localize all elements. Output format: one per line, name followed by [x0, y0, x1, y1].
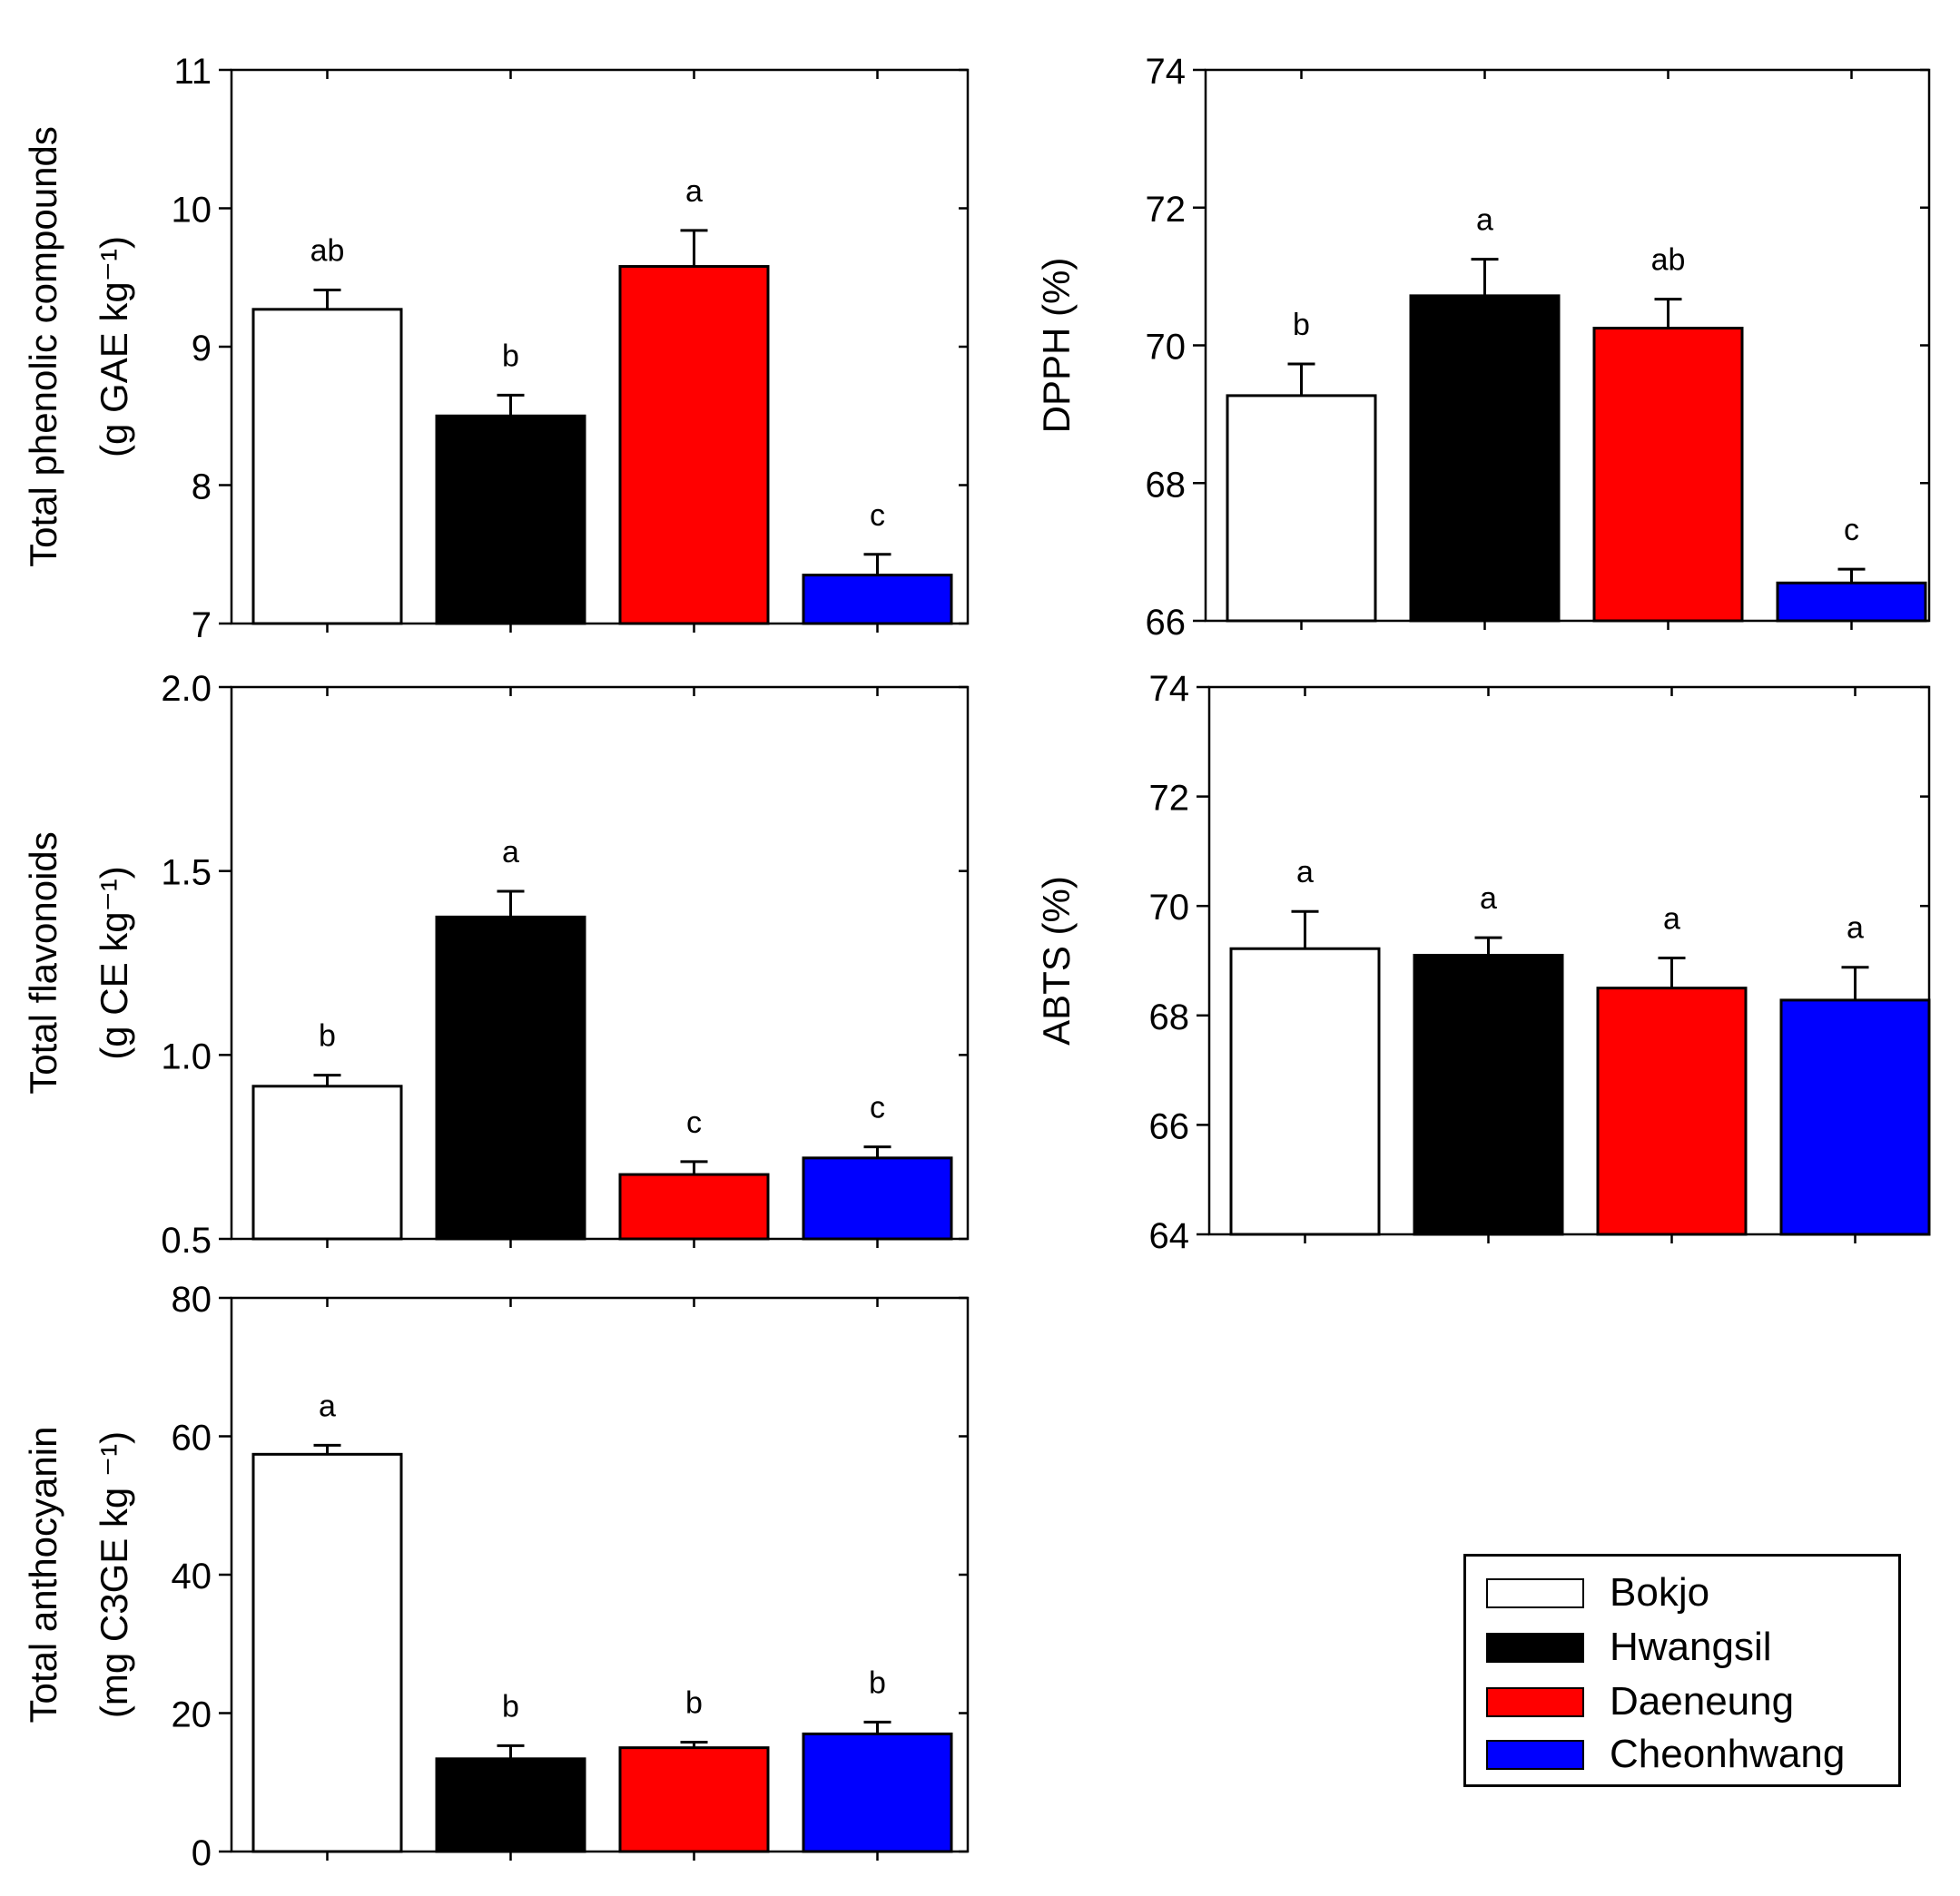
flavonoids-ytick-label: 1.5: [161, 853, 212, 893]
flavonoids-bar-daeneung: [618, 1173, 770, 1241]
abts-bar-cheonhwang: [1779, 998, 1931, 1236]
abts-panel: 64 66 68 70 72 74 a a a a ABTS (%): [1035, 669, 1931, 1256]
flavonoids-bar-bokjo: [251, 1085, 403, 1241]
phenolic-ylabel: (g GAE kg⁻¹): [93, 236, 135, 457]
anthocyanin-letter-bokjo: a: [319, 1389, 336, 1423]
anthocyanin-ylabel: Total anthocyanin: [22, 1427, 64, 1724]
flavonoids-bar-hwangsil: [435, 915, 586, 1241]
flavonoids-frame: [230, 685, 970, 1241]
anthocyanin-ytick-label: 80: [172, 1280, 212, 1320]
phenolic-ytick-label: 7: [192, 605, 212, 645]
dpph-ytick-label: 70: [1146, 328, 1187, 368]
abts-bar-bokjo: [1229, 947, 1381, 1236]
phenolic-bar-cheonhwang: [802, 574, 953, 625]
dpph-bar-hwangsil: [1409, 294, 1561, 623]
flavonoids-ytick-label: 2.0: [161, 669, 212, 709]
flavonoids-ytick-label: 1.0: [161, 1036, 212, 1076]
legend-label-cheonhwang: Cheonhwang: [1610, 1732, 1846, 1776]
phenolic-ytick-label: 10: [172, 191, 212, 231]
flavonoids-letter-daeneung: c: [686, 1105, 702, 1140]
anthocyanin-letter-hwangsil: b: [502, 1689, 519, 1724]
flavonoids-panel: 0.5 1.0 1.5 2.0 b a c c Total flavonoids (g CE kg…: [22, 669, 970, 1261]
anthocyanin-bar-daeneung: [618, 1746, 770, 1853]
abts-ytick-label: 64: [1149, 1216, 1190, 1256]
abts-ytick-label: 70: [1149, 888, 1190, 928]
abts-letter-bokjo: a: [1296, 855, 1314, 889]
phenolic-letter-hwangsil: b: [502, 339, 519, 373]
dpph-letter-daeneung: ab: [1651, 243, 1686, 278]
legend-item-hwangsil: Hwangsil: [1486, 1625, 1772, 1669]
anthocyanin-bar-cheonhwang: [802, 1732, 953, 1853]
legend-swatch-cheonhwang: [1486, 1739, 1584, 1770]
phenolic-ytick-label: 11: [173, 52, 212, 92]
legend-item-cheonhwang: Cheonhwang: [1486, 1732, 1846, 1776]
phenolic-letter-cheonhwang: c: [870, 498, 885, 533]
dpph-ytick-label: 74: [1146, 52, 1187, 92]
phenolic-panel: 7 8 9 10 11 ab b a c Total phenolic compounds (g G…: [22, 52, 970, 645]
abts-letter-cheonhwang: a: [1847, 911, 1864, 946]
dpph-ytick-label: 72: [1146, 190, 1187, 230]
dpph-bar-bokjo: [1226, 394, 1377, 623]
flavonoids-ytick-label: 0.5: [161, 1221, 212, 1261]
dpph-letter-hwangsil: a: [1476, 203, 1493, 238]
legend-swatch-hwangsil: [1486, 1632, 1584, 1663]
dpph-ytick-label: 66: [1146, 603, 1187, 643]
phenolic-bar-hwangsil: [435, 414, 586, 625]
dpph-ytick-label: 68: [1146, 465, 1187, 505]
legend: Bokjo Hwangsil Daeneung Cheonhwang: [1463, 1554, 1901, 1787]
abts-ytick-label: 66: [1149, 1106, 1190, 1146]
abts-letter-hwangsil: a: [1480, 881, 1497, 916]
abts-bar-daeneung: [1596, 987, 1748, 1236]
dpph-panel: 66 68 70 72 74 b a ab c DPPH (%): [1035, 52, 1931, 643]
dpph-letter-cheonhwang: c: [1844, 513, 1859, 547]
legend-item-daeneung: Daeneung: [1486, 1679, 1795, 1724]
abts-letter-daeneung: a: [1663, 901, 1680, 936]
anthocyanin-ylabel: (mg C3GE kg ⁻¹): [93, 1431, 135, 1718]
anthocyanin-ytick-label: 0: [192, 1833, 212, 1873]
flavonoids-ylabel: (g CE kg⁻¹): [93, 866, 135, 1060]
phenolic-ylabel: Total phenolic compounds: [22, 126, 64, 567]
anthocyanin-bar-hwangsil: [435, 1757, 586, 1853]
flavonoids-ylabel: Total flavonoids: [22, 831, 64, 1095]
phenolic-bar-bokjo: [251, 308, 403, 625]
abts-bar-hwangsil: [1413, 953, 1564, 1236]
dpph-bar-cheonhwang: [1776, 581, 1927, 623]
abts-ytick-label: 68: [1149, 997, 1190, 1037]
legend-label-hwangsil: Hwangsil: [1610, 1625, 1772, 1669]
phenolic-ytick-label: 9: [192, 329, 212, 368]
legend-swatch-bokjo: [1486, 1577, 1584, 1608]
anthocyanin-ytick-label: 20: [172, 1695, 212, 1735]
flavonoids-letter-hwangsil: a: [502, 835, 519, 869]
abts-ylabel: ABTS (%): [1035, 876, 1078, 1046]
flavonoids-bar-cheonhwang: [802, 1156, 953, 1241]
dpph-letter-bokjo: b: [1293, 308, 1310, 342]
abts-frame: [1207, 685, 1931, 1236]
phenolic-bar-daeneung: [618, 265, 770, 625]
legend-item-bokjo: Bokjo: [1486, 1570, 1710, 1615]
anthocyanin-ytick-label: 40: [172, 1557, 212, 1596]
phenolic-letter-daeneung: a: [685, 174, 703, 209]
anthocyanin-ytick-label: 60: [172, 1419, 212, 1459]
anthocyanin-letter-daeneung: b: [685, 1686, 703, 1721]
dpph-bar-daeneung: [1592, 327, 1744, 623]
dpph-ylabel: DPPH (%): [1035, 258, 1078, 434]
legend-swatch-daeneung: [1486, 1686, 1584, 1717]
abts-ytick-label: 72: [1149, 779, 1190, 819]
phenolic-ytick-label: 8: [192, 467, 212, 507]
flavonoids-letter-cheonhwang: c: [870, 1091, 885, 1125]
abts-ytick-label: 74: [1149, 669, 1190, 709]
anthocyanin-bar-bokjo: [251, 1452, 403, 1853]
phenolic-letter-bokjo: ab: [310, 233, 345, 268]
anthocyanin-letter-cheonhwang: b: [869, 1665, 886, 1700]
legend-label-daeneung: Daeneung: [1610, 1679, 1795, 1724]
flavonoids-letter-bokjo: b: [319, 1019, 336, 1054]
anthocyanin-panel: 0 20 40 60 80 a b b b Total anthocyanin (mg C3GE k…: [22, 1280, 970, 1873]
legend-label-bokjo: Bokjo: [1610, 1570, 1710, 1615]
